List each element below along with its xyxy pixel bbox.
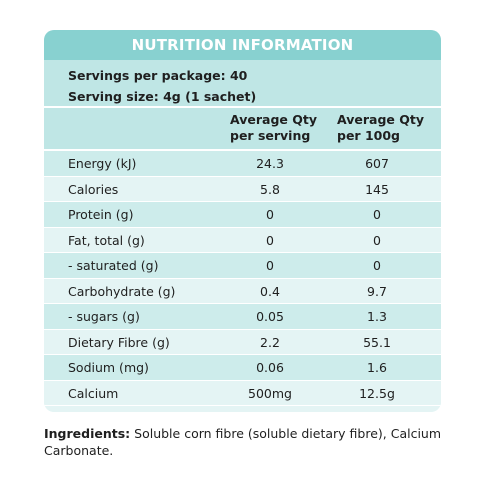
- value-per-serving: 0.06: [256, 360, 284, 375]
- value-per-serving: 5.8: [260, 181, 280, 197]
- ingredients: Ingredients: Soluble corn fibre (soluble…: [44, 425, 444, 459]
- nutrient-name: Calories: [68, 181, 119, 197]
- column-header-per-serving: Average Qty per serving: [230, 112, 317, 143]
- value-per-serving: 0: [266, 232, 274, 248]
- column-headers: Average Qty per serving Average Qty per 10…: [44, 108, 441, 151]
- nutrient-name: Protein (g): [68, 207, 134, 222]
- nutrition-panel: NUTRITION INFORMATION Servings per packa…: [44, 30, 441, 412]
- value-per-serving: 24.3: [256, 156, 284, 171]
- value-per-100g: 1.3: [367, 309, 387, 324]
- nutrient-name: Energy (kJ): [68, 156, 137, 171]
- nutrition-rows: Energy (kJ) 24.3 607 Calories 5.8 145 Protein …: [44, 151, 441, 406]
- value-per-100g: 9.7: [367, 283, 387, 299]
- value-per-serving: 2.2: [260, 334, 280, 350]
- table-row: Energy (kJ) 24.3 607: [44, 151, 441, 177]
- table-row: Carbohydrate (g) 0.4 9.7: [44, 278, 441, 304]
- value-per-100g: 12.5g: [359, 385, 395, 401]
- nutrient-name: Calcium: [68, 385, 119, 401]
- table-row: Fat, total (g) 0 0: [44, 227, 441, 253]
- value-per-100g: 55.1: [363, 334, 391, 350]
- nutrient-name: Carbohydrate (g): [68, 283, 176, 299]
- table-row: - saturated (g) 0 0: [44, 253, 441, 279]
- value-per-serving: 0.05: [256, 309, 284, 324]
- value-per-serving: 0: [266, 207, 274, 222]
- panel-title: NUTRITION INFORMATION: [44, 30, 441, 60]
- value-per-100g: 0: [373, 258, 381, 273]
- value-per-100g: 1.6: [367, 360, 387, 375]
- value-per-100g: 607: [365, 156, 389, 171]
- ingredients-label: Ingredients:: [44, 426, 131, 441]
- servings-per-package: Servings per package: 40: [68, 68, 248, 83]
- value-per-serving: 0: [266, 258, 274, 273]
- column-header-per-100g: Average Qty per 100g: [337, 112, 424, 143]
- table-row: Sodium (mg) 0.06 1.6: [44, 355, 441, 381]
- value-per-100g: 145: [365, 181, 389, 197]
- nutrient-name: - saturated (g): [68, 258, 159, 273]
- table-row: Calories 5.8 145: [44, 176, 441, 202]
- nutrient-name: - sugars (g): [68, 309, 140, 324]
- ingredients-text: Soluble corn fibre (soluble dietary fibr…: [44, 426, 442, 458]
- nutrient-name: Dietary Fibre (g): [68, 334, 170, 350]
- value-per-100g: 0: [373, 232, 381, 248]
- table-row: Protein (g) 0 0: [44, 202, 441, 228]
- table-row: - sugars (g) 0.05 1.3: [44, 304, 441, 330]
- table-row: Calcium 500mg 12.5g: [44, 380, 441, 406]
- value-per-serving: 500mg: [248, 385, 292, 401]
- value-per-serving: 0.4: [260, 283, 280, 299]
- servings-block: Servings per package: 40 Serving size: 4…: [44, 60, 441, 108]
- value-per-100g: 0: [373, 207, 381, 222]
- serving-size: Serving size: 4g (1 sachet): [68, 89, 257, 104]
- table-row: Dietary Fibre (g) 2.2 55.1: [44, 329, 441, 355]
- nutrient-name: Sodium (mg): [68, 360, 149, 375]
- nutrient-name: Fat, total (g): [68, 232, 145, 248]
